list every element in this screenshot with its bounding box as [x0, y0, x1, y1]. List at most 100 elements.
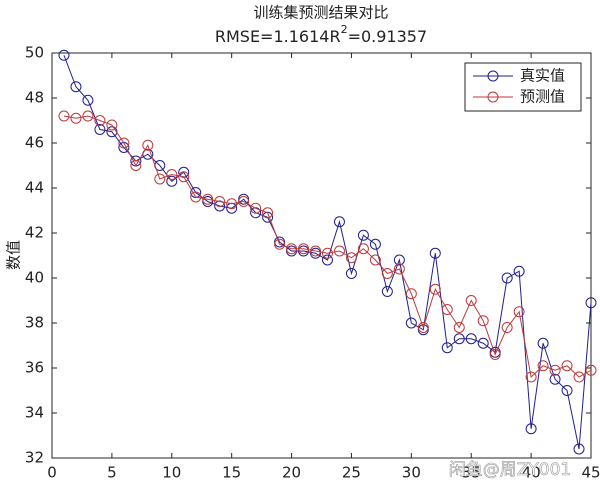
chart-subtitle: RMSE=1.1614R2=0.91357 — [215, 23, 427, 46]
marker — [357, 229, 369, 241]
marker — [333, 245, 345, 257]
legend-label: 预测值 — [520, 88, 565, 106]
y-tick-label: 42 — [25, 224, 44, 242]
marker — [178, 171, 190, 183]
marker — [58, 110, 70, 122]
marker — [333, 216, 345, 228]
marker — [250, 202, 262, 214]
marker — [70, 112, 82, 124]
marker — [190, 191, 202, 203]
marker — [465, 295, 477, 306]
marker — [477, 337, 489, 349]
marker — [214, 196, 226, 207]
marker — [166, 169, 178, 180]
marker — [573, 443, 585, 455]
marker — [501, 322, 513, 333]
marker — [94, 124, 106, 135]
marker — [298, 243, 310, 255]
y-tick-label: 48 — [25, 89, 44, 107]
marker — [321, 247, 333, 259]
x-tick-label: 30 — [402, 464, 421, 482]
marker — [561, 360, 573, 372]
marker — [537, 337, 549, 349]
marker — [345, 252, 357, 264]
marker — [525, 371, 537, 383]
x-tick-label: 20 — [282, 464, 301, 482]
legend-marker — [487, 91, 499, 103]
marker — [393, 254, 405, 266]
y-tick-label: 32 — [25, 449, 44, 467]
x-tick-label: 25 — [342, 464, 361, 482]
marker — [345, 268, 357, 279]
marker — [82, 110, 94, 122]
marker — [393, 263, 405, 275]
marker — [94, 115, 106, 126]
marker — [286, 243, 298, 255]
x-tick-label: 10 — [162, 464, 181, 482]
marker — [166, 175, 178, 187]
legend-box — [464, 62, 582, 112]
y-tick-label: 44 — [25, 179, 44, 197]
marker — [585, 297, 597, 309]
x-tick-label: 5 — [107, 464, 117, 482]
marker — [142, 139, 154, 151]
y-tick-label: 34 — [25, 404, 44, 422]
marker — [58, 49, 70, 61]
marker — [202, 193, 214, 205]
marker — [525, 423, 537, 435]
marker — [585, 364, 597, 376]
marker — [369, 238, 381, 250]
y-tick-label: 50 — [25, 44, 44, 62]
marker — [513, 265, 525, 277]
legend-label: 真实值 — [520, 67, 565, 85]
marker — [130, 160, 142, 171]
marker — [262, 207, 274, 219]
x-tick-label: 45 — [581, 464, 600, 482]
x-tick-label: 40 — [522, 464, 541, 482]
marker — [238, 196, 250, 207]
marker — [429, 247, 441, 259]
marker — [489, 349, 501, 360]
marker — [441, 304, 453, 315]
watermark: 闲鱼@周ZY001 — [449, 460, 571, 480]
marker — [70, 81, 82, 93]
subtitle-part: RMSE=1.1614R — [215, 27, 341, 46]
plot-area — [51, 52, 592, 459]
marker — [573, 371, 585, 383]
marker — [465, 333, 477, 345]
marker — [405, 288, 417, 300]
marker — [82, 94, 94, 106]
marker — [310, 245, 322, 257]
y-tick-label: 36 — [25, 359, 44, 377]
marker — [381, 286, 393, 297]
marker — [429, 283, 441, 295]
marker — [369, 254, 381, 266]
x-tick-label: 15 — [222, 464, 241, 482]
x-tick-label: 0 — [47, 464, 57, 482]
y-axis-label: 数值 — [5, 240, 23, 270]
marker — [537, 360, 549, 372]
marker — [106, 119, 118, 131]
marker — [357, 243, 369, 255]
marker — [381, 268, 393, 279]
y-tick-label: 40 — [25, 269, 44, 287]
marker — [441, 342, 453, 354]
marker — [549, 364, 561, 376]
marker — [561, 385, 573, 396]
marker — [513, 306, 525, 318]
legend-marker — [487, 70, 499, 82]
series-line — [63, 115, 592, 378]
marker — [118, 137, 130, 149]
chart-title: 训练集预测结果对比 — [253, 4, 388, 22]
marker — [226, 198, 238, 210]
marker — [405, 317, 417, 329]
marker — [154, 173, 166, 185]
y-tick-label: 46 — [25, 134, 44, 152]
marker — [453, 333, 465, 345]
marker — [477, 315, 489, 327]
x-tick-label: 35 — [462, 464, 481, 482]
marker — [549, 373, 561, 385]
marker — [453, 322, 465, 333]
marker — [274, 238, 286, 250]
